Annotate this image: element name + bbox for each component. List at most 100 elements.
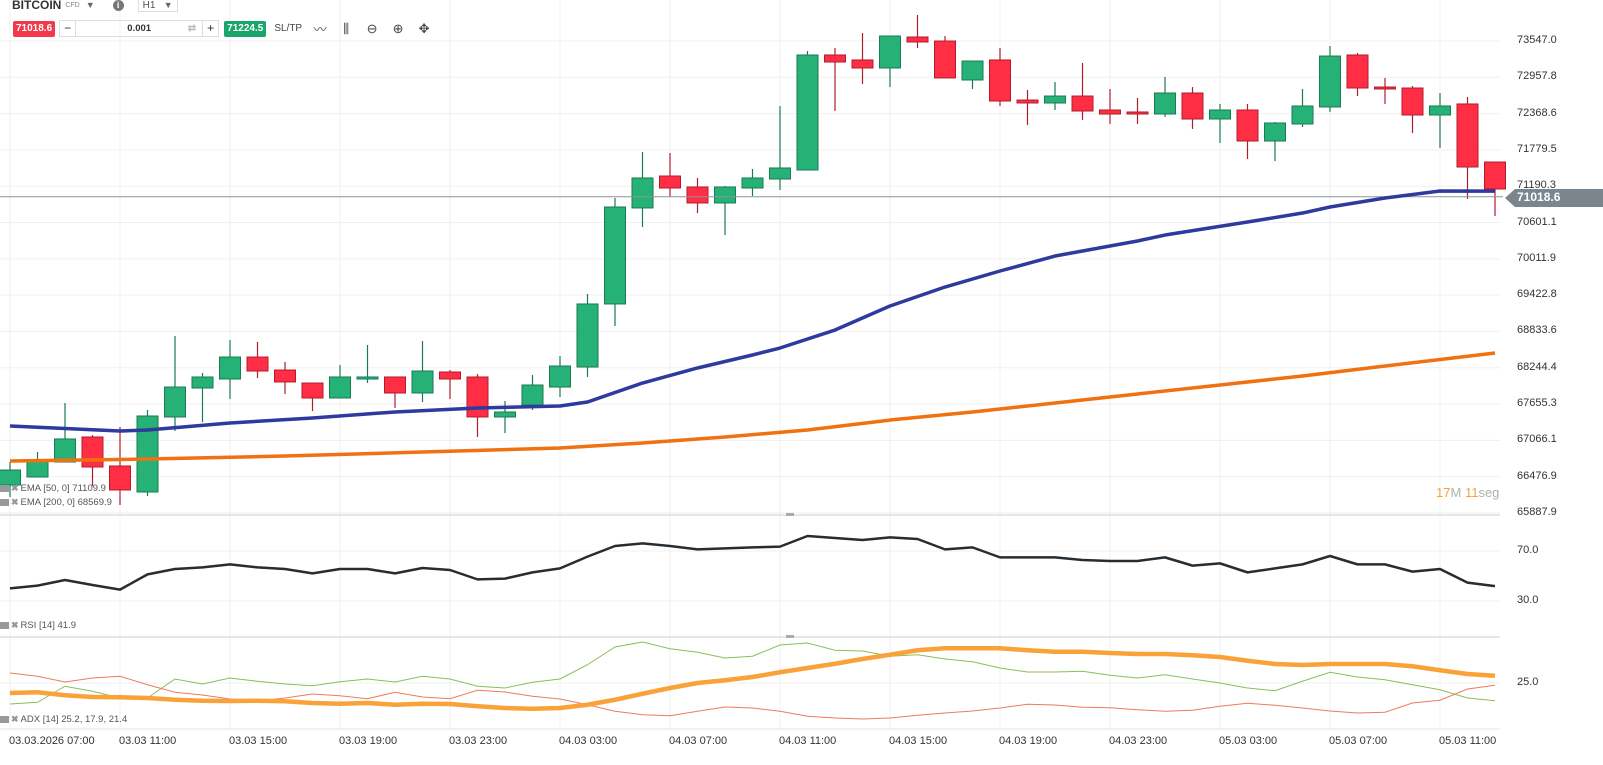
price-axis-label: 67655.3 xyxy=(1517,397,1557,409)
swap-icon[interactable]: ⇄ xyxy=(187,23,197,34)
info-icon[interactable]: i xyxy=(112,0,124,11)
candle-bullish xyxy=(164,336,186,432)
candle-body xyxy=(384,376,406,394)
candle-bearish xyxy=(439,370,461,399)
candle-body xyxy=(164,386,186,418)
candle-body xyxy=(1044,95,1066,104)
candle-bullish xyxy=(54,402,76,463)
ema50-legend[interactable]: ✖ EMA [50, 0] 71109.9 xyxy=(0,483,106,494)
settings-icon[interactable] xyxy=(0,499,9,506)
candle-body xyxy=(26,460,49,478)
rsi-legend[interactable]: ✖ RSI [14] 41.9 xyxy=(0,620,76,631)
sltp-button[interactable]: SL/TP xyxy=(274,23,303,34)
candle-bearish xyxy=(1456,97,1479,199)
candle-body xyxy=(1209,109,1231,120)
time-axis-label: 03.03 23:00 xyxy=(449,735,508,747)
candle-bullish xyxy=(136,410,159,497)
candle-bearish xyxy=(1346,53,1369,97)
symbol-name[interactable]: BITCOIN xyxy=(12,0,62,12)
candle-bearish xyxy=(1126,97,1149,124)
time-axis-label: 04.03 07:00 xyxy=(669,735,728,747)
settings-icon[interactable] xyxy=(0,622,9,629)
sell-button[interactable]: 71018.6 xyxy=(13,20,56,37)
price-axis-label: 73547.0 xyxy=(1517,34,1557,46)
candle-body xyxy=(329,376,351,399)
candle-body xyxy=(1264,122,1286,142)
candle-bearish xyxy=(246,341,269,378)
candle-bearish xyxy=(1099,88,1121,124)
candle-body xyxy=(301,382,324,399)
timeframe-select[interactable]: H1 ▼ xyxy=(137,0,178,12)
candle-bearish xyxy=(824,48,846,111)
decrease-button[interactable]: − xyxy=(64,21,72,35)
quantity-stepper[interactable]: − 0.001 ⇄ + xyxy=(59,20,220,37)
candle-body xyxy=(356,376,379,380)
price-axis-label: 65887.9 xyxy=(1517,505,1557,518)
increase-button[interactable]: + xyxy=(207,21,215,35)
candles xyxy=(0,14,1506,506)
line-chart-icon[interactable]: 〰 xyxy=(313,22,327,37)
time-axis-label: 04.03 15:00 xyxy=(889,735,948,747)
countdown-minutes: 17 xyxy=(1436,485,1451,500)
candle-body xyxy=(686,186,709,204)
candle-body xyxy=(631,177,654,209)
rsi-resize-handle[interactable] xyxy=(786,513,794,516)
rsi-axis-label: 30.0 xyxy=(1517,594,1539,606)
countdown-seconds: 11 xyxy=(1464,485,1479,500)
candle-bearish xyxy=(1484,161,1506,216)
ema200-legend[interactable]: ✖ EMA [200, 0] 68569.9 xyxy=(0,497,112,508)
rsi-line xyxy=(9,534,1496,591)
adx-legend[interactable]: ✖ ADX [14] 25.2, 17.9, 21.4 xyxy=(0,714,127,725)
price-axis-label: 68833.6 xyxy=(1517,324,1557,337)
quantity-input[interactable]: 0.001 ⇄ xyxy=(75,21,204,36)
chevron-down-icon: ▼ xyxy=(163,0,173,10)
candle-bullish xyxy=(411,341,434,402)
candle-bullish xyxy=(714,185,736,236)
chevron-down-icon[interactable]: ▼ xyxy=(85,0,95,10)
crosshair-move-icon[interactable]: ✥ xyxy=(418,20,430,36)
candle-body xyxy=(741,177,764,189)
zoom-in-icon[interactable]: ⊕ xyxy=(392,20,404,36)
time-axis-label: 03.03.2026 07:00 xyxy=(9,735,95,747)
remove-icon[interactable]: ✖ xyxy=(11,497,19,507)
candle-bearish xyxy=(274,362,296,394)
remove-icon[interactable]: ✖ xyxy=(11,714,19,724)
remove-icon[interactable]: ✖ xyxy=(11,620,19,630)
candle-body xyxy=(219,356,241,380)
buy-button[interactable]: 71224.5 xyxy=(224,20,267,37)
price-axis-label: 70011.9 xyxy=(1517,251,1556,264)
settings-icon[interactable] xyxy=(0,716,9,723)
price-axis-label: 67066.1 xyxy=(1517,433,1557,446)
candle-body xyxy=(191,376,214,389)
countdown-seconds-unit: seg xyxy=(1478,485,1500,500)
candle-bearish xyxy=(466,374,489,437)
symbol-type: CFD xyxy=(65,1,80,9)
candle-bullish xyxy=(741,168,764,197)
candle-bullish xyxy=(521,375,544,411)
candle-bearish xyxy=(659,153,681,198)
candle-body xyxy=(494,411,516,418)
candle-body xyxy=(659,175,681,189)
candlestick-icon[interactable]: ⫼ xyxy=(343,20,350,36)
price-axis-label: 72368.6 xyxy=(1517,106,1557,119)
ema200-label: EMA [200, 0] 68569.9 xyxy=(20,497,112,508)
settings-icon[interactable] xyxy=(0,485,9,492)
remove-icon[interactable]: ✖ xyxy=(11,483,19,493)
time-axis-label: 03.03 11:00 xyxy=(119,735,177,747)
price-axis-label: 69422.8 xyxy=(1517,288,1557,301)
candle-body xyxy=(1291,105,1314,125)
candle-bearish xyxy=(1016,89,1039,125)
candle-body xyxy=(989,59,1011,102)
candle-bullish xyxy=(1209,103,1231,143)
candle-bullish xyxy=(26,452,49,478)
zoom-out-icon[interactable]: ⊖ xyxy=(366,20,378,36)
candle-bullish xyxy=(961,60,984,89)
candle-bullish xyxy=(796,50,819,171)
time-axis-label: 04.03 03:00 xyxy=(559,735,618,747)
candle-bullish xyxy=(1154,76,1176,117)
candle-body xyxy=(246,356,269,372)
grid xyxy=(0,0,1500,729)
adx-resize-handle[interactable] xyxy=(786,635,794,638)
candle-bullish xyxy=(576,293,599,377)
